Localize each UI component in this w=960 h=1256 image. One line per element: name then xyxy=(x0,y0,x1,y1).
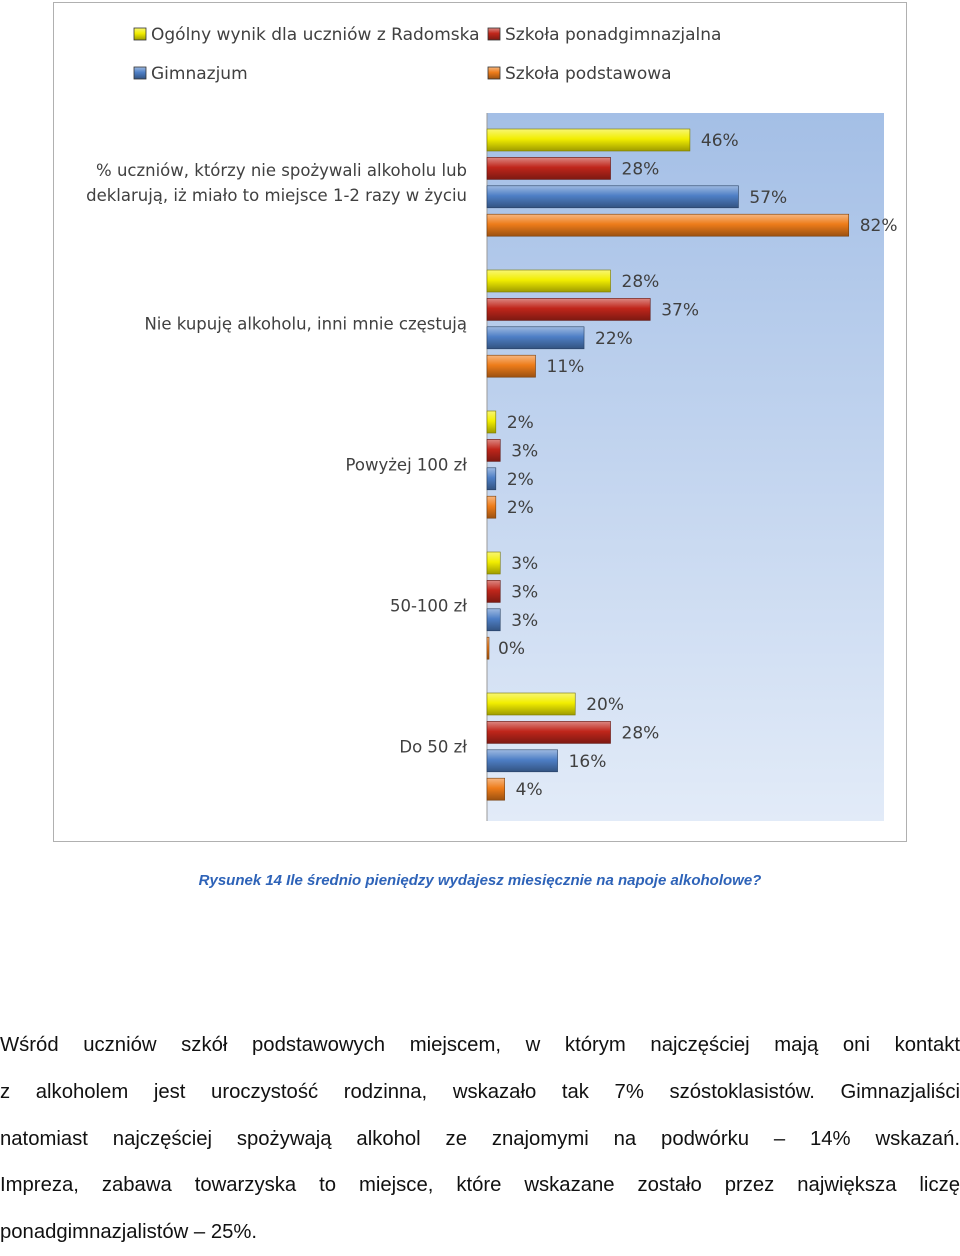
bar xyxy=(486,326,585,350)
data-label: 2% xyxy=(507,498,534,518)
data-label: 2% xyxy=(507,470,534,490)
bar xyxy=(486,608,501,632)
data-label: 46% xyxy=(701,131,739,151)
data-label: 57% xyxy=(749,188,787,208)
data-label: 4% xyxy=(516,780,543,800)
data-label: 28% xyxy=(622,272,660,292)
data-label: 28% xyxy=(622,159,660,179)
legend-swatch xyxy=(487,66,501,80)
category-label: 50-100 zł xyxy=(390,597,467,616)
data-label: 20% xyxy=(586,695,624,715)
bar xyxy=(486,495,497,519)
data-label: 3% xyxy=(511,582,538,602)
legend-label: Szkoła podstawowa xyxy=(505,64,672,84)
paragraph-line: ponadgimnazjalistów – 25%. xyxy=(0,1221,258,1244)
bar xyxy=(486,128,691,152)
bar xyxy=(486,157,611,180)
category-label: % uczniów, którzy nie spożywali alkoholu… xyxy=(96,161,467,180)
bar xyxy=(486,721,611,744)
paragraph-line: z alkoholem jest uroczystość rodzinna, w… xyxy=(0,1080,960,1103)
bar xyxy=(486,777,505,801)
legend-label: Ogólny wynik dla uczniów z Radomska xyxy=(151,25,480,45)
category-label: Nie kupuję alkoholu, inni mnie częstują xyxy=(144,315,467,334)
bar xyxy=(486,636,490,660)
bar xyxy=(486,467,497,491)
data-label: 16% xyxy=(569,752,607,772)
bar xyxy=(486,692,576,716)
paragraph-line: Wśród uczniów szkół podstawowych miejsce… xyxy=(0,1034,960,1056)
bar-chart: Ogólny wynik dla uczniów z Radomska Szkoł… xyxy=(86,25,898,821)
data-label: 82% xyxy=(860,216,898,236)
data-label: 2% xyxy=(507,413,534,433)
paragraph-line: Impreza, zabawa towarzyska to miejsce, k… xyxy=(0,1174,960,1197)
bar xyxy=(486,269,611,293)
chart-frame: Ogólny wynik dla uczniów z Radomska Szkoł… xyxy=(53,2,907,842)
bar xyxy=(486,213,850,237)
bar xyxy=(486,580,501,603)
legend-swatch xyxy=(133,27,147,41)
value-labels: 46%28%57%82%28%37%22%11%2%3%2%2%3%3%3%0%… xyxy=(498,131,898,800)
paragraph-line: natomiast najczęściej spożywają alkohol … xyxy=(0,1127,960,1150)
category-label: Powyżej 100 zł xyxy=(346,456,468,475)
figure-caption: Rysunek 14 Ile średnio pieniędzy wydajes… xyxy=(198,872,762,889)
legend-swatch xyxy=(487,27,501,41)
data-label: 28% xyxy=(622,723,660,743)
bar xyxy=(486,185,739,209)
bar xyxy=(486,749,558,773)
bar xyxy=(486,354,536,378)
legend: Ogólny wynik dla uczniów z Radomska Szkoł… xyxy=(133,25,721,84)
bar xyxy=(486,551,501,575)
legend-label: Gimnazjum xyxy=(151,64,248,84)
bar xyxy=(486,439,501,462)
bars xyxy=(486,128,850,801)
category-label: Do 50 zł xyxy=(399,738,467,757)
legend-swatch xyxy=(133,66,147,80)
data-label: 3% xyxy=(511,441,538,461)
data-label: 22% xyxy=(595,329,633,349)
category-labels: % uczniów, którzy nie spożywali alkoholu… xyxy=(86,161,468,757)
data-label: 11% xyxy=(547,357,585,377)
data-label: 3% xyxy=(511,611,538,631)
category-label: deklarują, iż miało to miejsce 1-2 razy … xyxy=(86,186,467,205)
data-label: 0% xyxy=(498,639,525,659)
data-label: 3% xyxy=(511,554,538,574)
body-paragraph: Wśród uczniów szkół podstawowych miejsce… xyxy=(0,1022,960,1256)
data-label: 37% xyxy=(661,300,699,320)
bar xyxy=(486,298,651,321)
legend-label: Szkoła ponadgimnazjalna xyxy=(505,25,721,45)
bar xyxy=(486,410,497,434)
